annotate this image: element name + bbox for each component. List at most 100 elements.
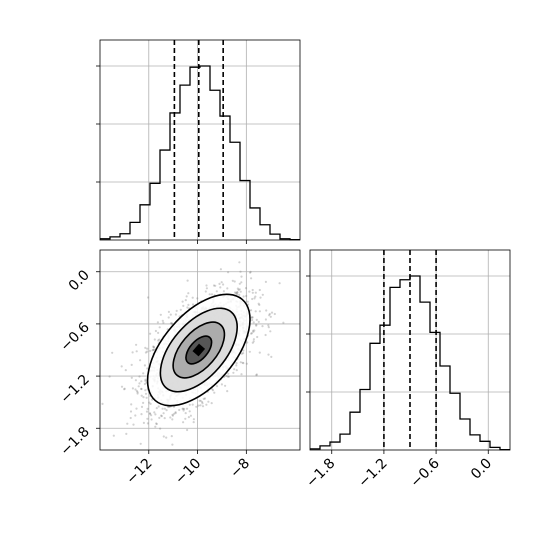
scatter-point xyxy=(233,291,237,294)
scatter-point xyxy=(246,300,249,303)
scatter-point xyxy=(214,284,217,287)
scatter-point xyxy=(222,290,225,293)
scatter-point xyxy=(152,345,155,348)
scatter-point xyxy=(146,417,149,420)
joint-frame xyxy=(99,249,301,451)
scatter-point xyxy=(140,405,144,408)
joint-ytick-label-2: −0.6 xyxy=(57,319,92,354)
scatter-point xyxy=(265,309,268,312)
scatter-point xyxy=(251,316,254,319)
scatter-point xyxy=(143,364,146,367)
scatter-point xyxy=(144,379,147,382)
scatter-point xyxy=(142,401,145,404)
scatter-point xyxy=(167,316,170,319)
scatter-point xyxy=(150,414,153,417)
scatter-point xyxy=(235,291,238,294)
joint-xtick-label-1: −10 xyxy=(172,456,204,488)
scatter-point xyxy=(153,338,156,341)
scatter-point xyxy=(258,351,261,354)
scatter-point xyxy=(125,432,128,435)
scatter-point xyxy=(144,346,147,349)
scatter-point xyxy=(189,414,192,417)
scatter-point xyxy=(198,399,201,402)
scatter-point xyxy=(201,400,204,404)
scatter-point xyxy=(220,281,223,284)
scatter-point xyxy=(224,384,227,387)
scatter-point xyxy=(250,316,253,319)
scatter-point xyxy=(149,412,152,415)
scatter-point xyxy=(236,291,239,294)
x-parameter-histogram-panel xyxy=(96,39,301,244)
scatter-point xyxy=(267,326,270,329)
scatter-point xyxy=(171,418,174,421)
scatter-point xyxy=(171,414,174,417)
scatter-point xyxy=(205,287,208,290)
scatter-point xyxy=(254,291,257,294)
scatter-point xyxy=(138,382,141,385)
scatter-point xyxy=(240,281,243,284)
scatter-point xyxy=(227,375,230,378)
joint-ytick-label-0: −1.8 xyxy=(57,424,92,459)
scatter-point xyxy=(235,369,238,372)
scatter-point xyxy=(142,396,145,399)
joint-ytick-label-1: −1.2 xyxy=(57,372,92,407)
scatter-point xyxy=(152,346,156,349)
scatter-point xyxy=(236,287,239,290)
scatter-point xyxy=(185,407,189,410)
scatter-point xyxy=(239,270,242,273)
scatter-point xyxy=(181,407,184,410)
scatter-point xyxy=(138,375,141,378)
scatter-point xyxy=(252,338,255,341)
scatter-point xyxy=(268,312,271,316)
scatter-point xyxy=(236,293,239,296)
scatter-point xyxy=(154,329,157,333)
scatter-point xyxy=(183,451,185,453)
scatter-point xyxy=(187,292,190,295)
scatter-point xyxy=(202,397,205,400)
scatter-point xyxy=(282,321,285,324)
scatter-point xyxy=(147,296,150,299)
scatter-point xyxy=(152,348,155,351)
scatter-point xyxy=(211,389,215,392)
scatter-point xyxy=(240,275,243,278)
scatter-point xyxy=(264,280,267,283)
scatter-point xyxy=(186,279,189,282)
scatter-point xyxy=(157,339,160,342)
scatter-point xyxy=(249,270,252,273)
scatter-point xyxy=(199,399,202,402)
scatter-point xyxy=(257,320,260,323)
scatter-point xyxy=(165,409,168,412)
scatter-point xyxy=(251,297,254,301)
scatter-point xyxy=(157,331,160,334)
scatter-point xyxy=(101,402,104,405)
scatter-point xyxy=(250,309,253,312)
scatter-point xyxy=(186,428,189,432)
scatter-point xyxy=(144,392,148,395)
scatter-point xyxy=(145,410,149,413)
scatter-point xyxy=(171,443,174,446)
scatter-point xyxy=(135,343,138,346)
scatter-point xyxy=(129,416,132,420)
scatter-point xyxy=(270,355,273,358)
joint-ytick-label-3: 0.0 xyxy=(66,267,93,294)
scatter-point xyxy=(184,417,187,420)
scatter-point xyxy=(269,315,272,318)
scatter-point xyxy=(145,396,148,399)
scatter-point xyxy=(144,378,147,381)
scatter-point xyxy=(215,290,218,293)
histy-xtick-label-1: −1.2 xyxy=(355,456,390,491)
histx-histogram-step xyxy=(100,65,300,241)
scatter-point xyxy=(235,364,238,367)
scatter-point xyxy=(146,367,149,370)
scatter-point xyxy=(130,363,133,366)
histy-frame xyxy=(309,249,511,451)
scatter-point xyxy=(251,318,254,322)
scatter-point xyxy=(250,332,253,335)
scatter-point xyxy=(182,304,185,307)
scatter-point xyxy=(205,403,208,406)
scatter-point xyxy=(142,372,145,375)
scatter-point xyxy=(240,373,243,376)
scatter-point xyxy=(188,403,191,406)
scatter-point xyxy=(155,422,158,426)
joint-distribution-panel: −12 −10 −8 −1.8 −1.2 −0.6 0.0 xyxy=(57,249,301,488)
